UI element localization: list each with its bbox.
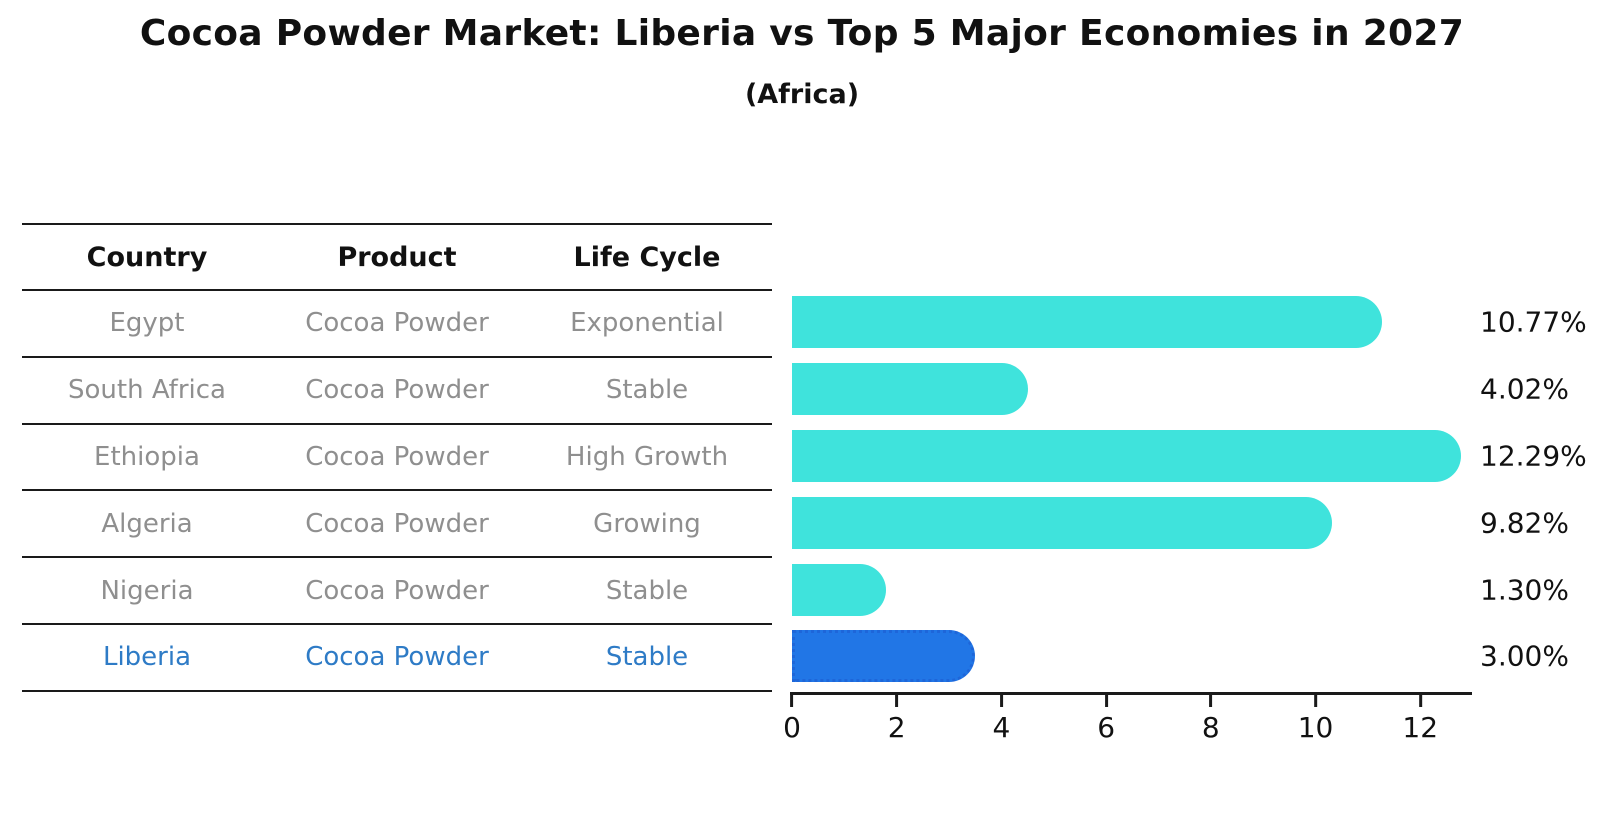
table-row-south-africa: South Africa Cocoa Powder Stable [22,358,772,425]
cell-lifecycle: Stable [605,642,689,673]
column-header-lifecycle: Life Cycle [573,241,721,273]
table-header-row: Country Product Life Cycle [22,223,772,291]
bar-value-label: 9.82% [1480,506,1569,540]
x-tick: 0 [783,695,801,744]
x-tick-mark [1104,695,1108,707]
cell-lifecycle: Growing [593,508,701,539]
chart-title: Cocoa Powder Market: Liberia vs Top 5 Ma… [139,13,1465,54]
x-tick-mark [1314,695,1318,707]
cell-lifecycle: High Growth [565,441,729,472]
x-tick: 2 [888,695,906,744]
x-tick: 8 [1202,695,1220,744]
x-axis-ticks: 0 2 4 6 8 10 12 [783,695,1470,755]
cell-product: Cocoa Powder [305,308,489,339]
cell-product: Cocoa Powder [305,575,489,606]
x-tick-label: 10 [1297,711,1334,744]
table-row-liberia-highlighted: Liberia Cocoa Powder Stable [22,625,772,692]
table-row-egypt: Egypt Cocoa Powder Exponential [22,291,772,358]
cell-product: Cocoa Powder [305,375,489,406]
column-header-country: Country [86,241,208,273]
x-tick-mark [1209,695,1213,707]
bar-row: 1.30% [792,556,1604,623]
bar-value-label: 3.00% [1480,639,1569,673]
chart-subtitle: (Africa) [744,79,860,110]
cell-lifecycle: Stable [605,575,689,606]
bar-row: 3.00% [792,623,1604,690]
x-tick-mark [895,695,899,707]
x-tick-label: 4 [992,711,1011,744]
cell-country: South Africa [68,375,226,406]
table-row-algeria: Algeria Cocoa Powder Growing [22,491,772,559]
x-axis-line [790,692,1472,695]
bar-row: 12.29% [792,423,1604,490]
x-tick: 4 [992,695,1010,744]
cell-country: Nigeria [100,575,194,606]
table-row-ethiopia: Ethiopia Cocoa Powder High Growth [22,425,772,492]
bar-row: 4.02% [792,356,1604,423]
bar-ethiopia [792,429,1462,482]
x-tick-mark [999,695,1003,707]
bar-nigeria [792,563,887,616]
x-tick-label: 2 [887,711,906,744]
bar-egypt [792,296,1382,349]
bar-algeria [792,496,1333,549]
bar-row: 10.77% [792,289,1604,356]
cell-country: Egypt [109,308,185,339]
cell-product: Cocoa Powder [305,508,489,539]
country-table: Country Product Life Cycle Egypt Cocoa P… [22,223,772,692]
x-tick: 10 [1297,695,1334,744]
bar-plot: 10.77% 4.02% 12.29% 9.82% 1.30% 3.00% [792,289,1604,690]
x-tick-label: 8 [1201,711,1220,744]
x-tick-label: 0 [783,711,801,744]
bar-row: 9.82% [792,489,1604,556]
bar-value-label: 10.77% [1480,305,1587,339]
x-tick-mark [1418,695,1422,707]
bar-value-label: 12.29% [1480,439,1587,473]
x-tick-label: 12 [1402,711,1439,744]
cell-country: Ethiopia [94,441,200,472]
x-tick: 12 [1402,695,1438,744]
bar-liberia-highlighted [792,630,976,683]
bar-value-label: 4.02% [1480,372,1569,406]
bar-value-label: 1.30% [1480,573,1569,607]
cell-lifecycle: Exponential [570,308,724,339]
bar-south-africa [792,363,1029,416]
cell-country: Liberia [102,642,192,673]
cell-country: Algeria [101,508,193,539]
x-tick-label: 6 [1097,711,1116,744]
cell-product: Cocoa Powder [305,642,489,673]
column-header-product: Product [337,241,457,273]
x-tick: 6 [1097,695,1115,744]
x-tick-mark [790,695,794,707]
cell-lifecycle: Stable [605,375,689,406]
cell-product: Cocoa Powder [305,441,489,472]
table-row-nigeria: Nigeria Cocoa Powder Stable [22,558,772,625]
